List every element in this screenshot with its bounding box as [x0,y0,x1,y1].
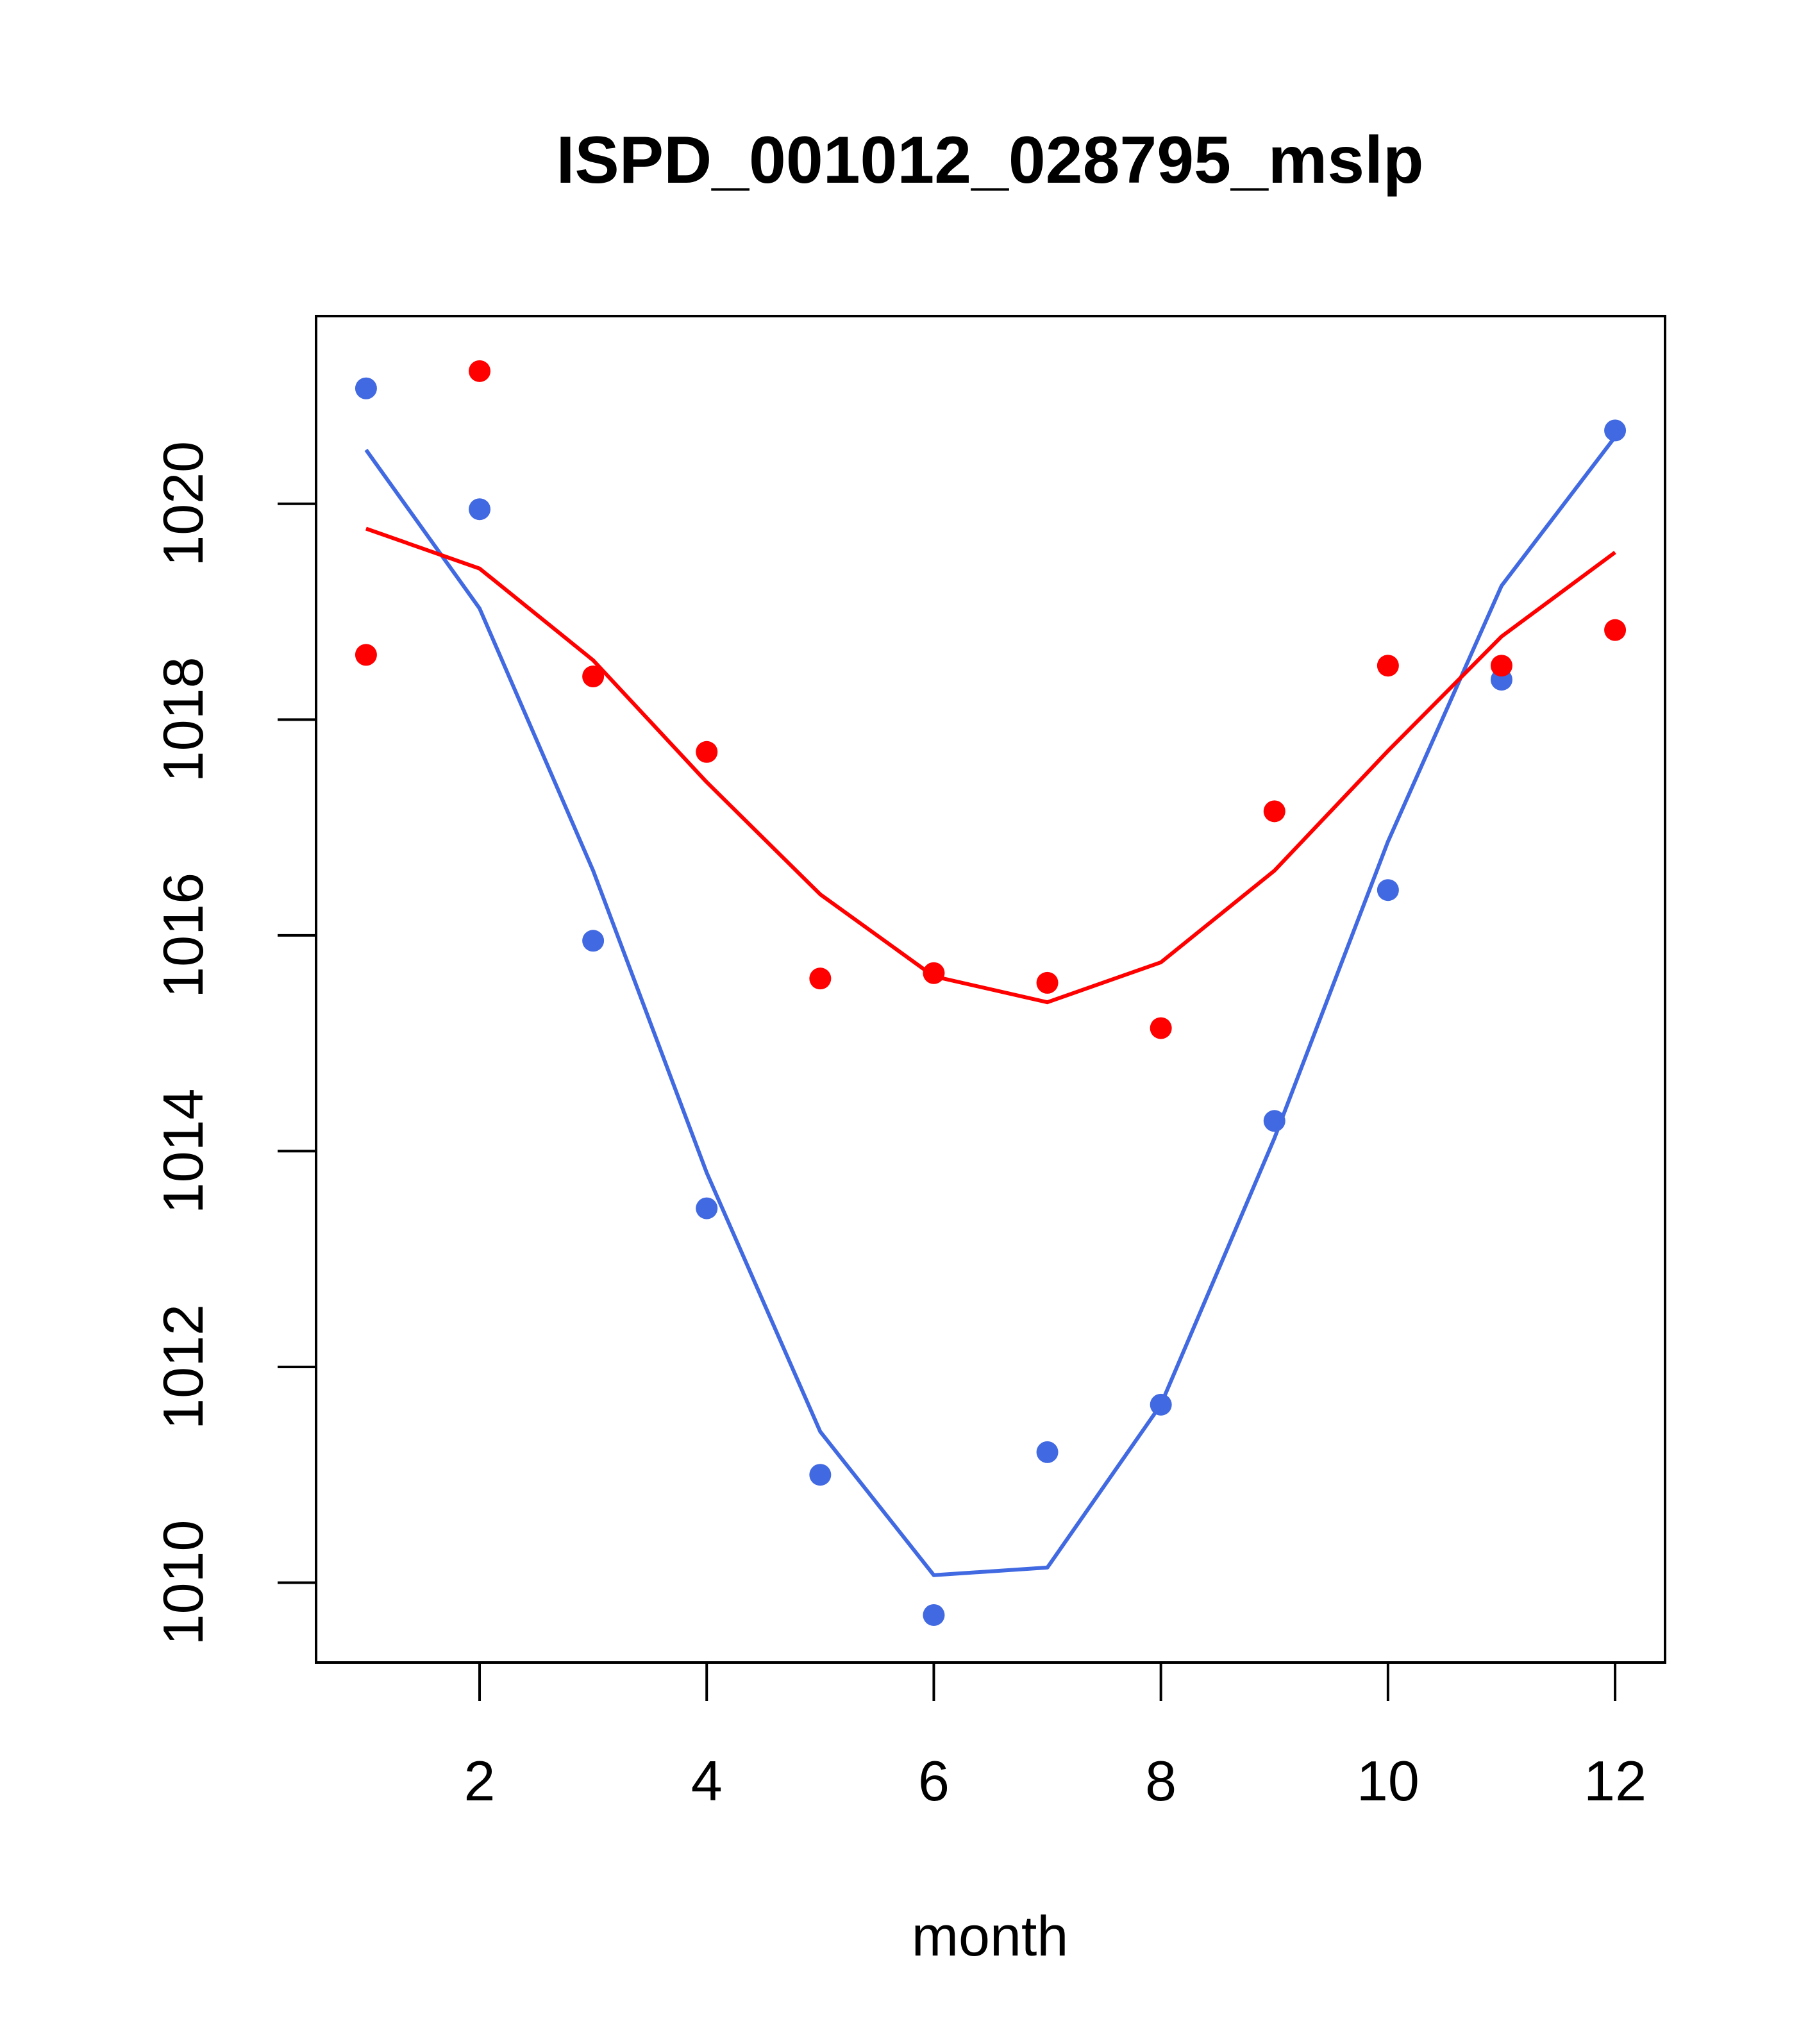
x-axis-label: month [912,1904,1069,1968]
red-point [696,741,718,763]
red-point [809,968,832,990]
red-point [1604,619,1627,641]
plot-frame [315,315,1666,1664]
blue-point [1036,1441,1059,1463]
x-tick-label: 2 [464,1749,496,1813]
y-tick-label: 1020 [151,441,215,567]
red-point [1263,800,1285,823]
red-point [355,644,377,666]
red-point [582,666,605,688]
blue-line [364,435,1617,1577]
blue-point [1604,419,1627,442]
plot-area [355,360,1627,1626]
x-tick-label: 10 [1357,1749,1419,1813]
blue-point [696,1197,718,1219]
blue-point [355,377,377,399]
red-point [1150,1017,1172,1039]
red-line-series [365,526,1616,1005]
blue-line-series [364,435,1617,1577]
x-tick-label: 4 [691,1749,723,1813]
y-tick-label: 1010 [151,1520,215,1646]
blue-point [582,930,605,952]
red-point [1036,971,1059,994]
blue-point [923,1604,945,1626]
red-point [1377,655,1399,677]
x-tick-label: 6 [918,1749,950,1813]
y-tick-label: 1018 [151,657,215,782]
red-point [1490,655,1512,677]
y-tick-label: 1012 [151,1304,215,1430]
red-point [469,360,491,382]
red-line [365,526,1616,1005]
y-axis: 1010 1012 1014 1016 1018 1020 [151,441,317,1646]
blue-point [469,498,491,521]
y-tick-label: 1016 [151,873,215,998]
y-tick-label: 1014 [151,1089,215,1214]
blue-point [809,1464,832,1486]
x-tick-label: 12 [1584,1749,1646,1813]
red-points-series [355,360,1627,1039]
blue-point [1377,879,1399,901]
chart-title: ISPD_001012_028795_mslp [556,123,1423,197]
x-tick-label: 8 [1145,1749,1176,1813]
